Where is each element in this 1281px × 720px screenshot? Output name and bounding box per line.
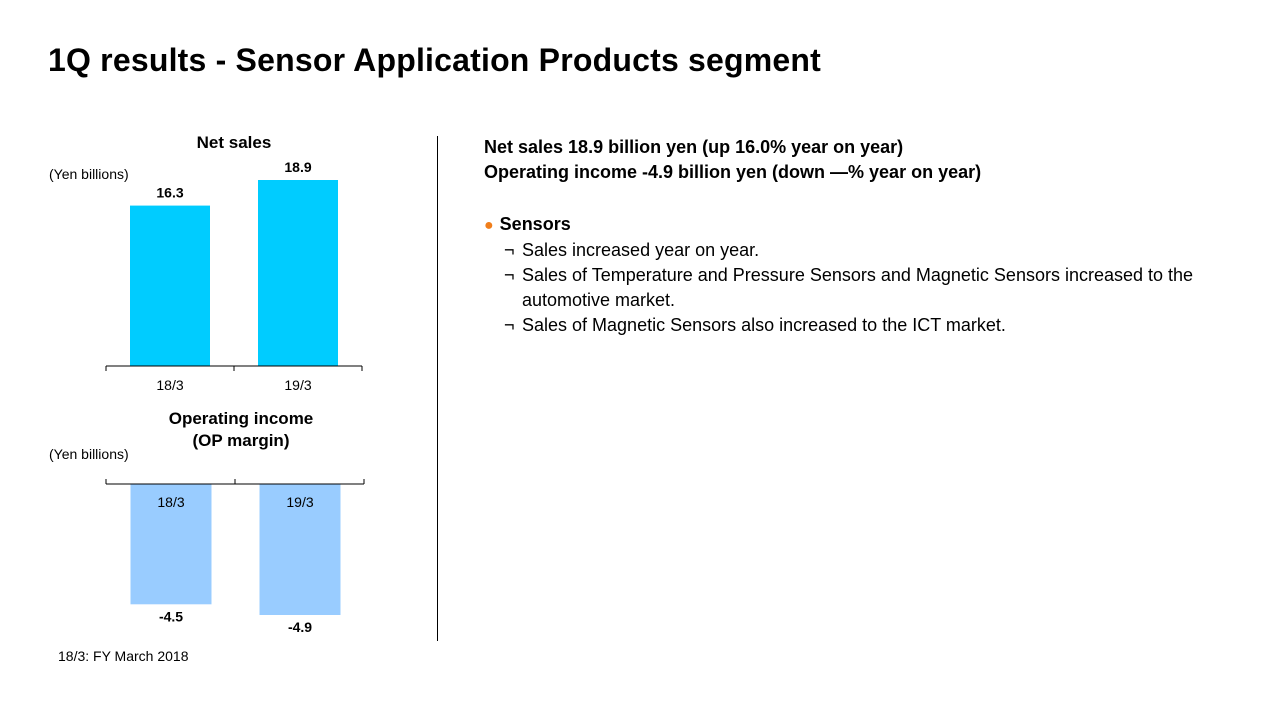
operating-income-value-label: -4.9 (288, 619, 312, 635)
sensors-heading: Sensors (499, 214, 571, 234)
bullet-mark-icon: ¬ (504, 240, 515, 260)
net-sales-summary: Net sales 18.9 billion yen (up 16.0% yea… (484, 137, 904, 157)
net-sales-value-label: 18.9 (284, 159, 311, 175)
summary-block: Net sales 18.9 billion yen (up 16.0% yea… (484, 135, 981, 185)
net-sales-bar (258, 180, 338, 366)
net-sales-unit-label: (Yen billions) (49, 166, 129, 182)
list-item: ¬ Sales of Temperature and Pressure Senso… (484, 263, 1202, 313)
list-item-text: Sales of Magnetic Sensors also increased… (522, 315, 1006, 335)
net-sales-value-label: 16.3 (156, 185, 183, 201)
net-sales-chart: 16.3 18/3 18.9 19/3 (105, 159, 363, 393)
operating-income-bar (259, 484, 341, 615)
list-item: ¬ Sales increased year on year. (484, 238, 1202, 263)
net-sales-bar (130, 205, 210, 366)
operating-income-summary: Operating income -4.9 billion yen (down … (484, 162, 982, 182)
operating-income-value-label: -4.5 (159, 608, 183, 624)
operating-income-title-line-2: (OP margin) (192, 431, 290, 450)
bullet-mark-icon: ¬ (504, 265, 515, 285)
operating-income-category-label: 19/3 (286, 494, 313, 510)
operating-income-chart-title: Operating income (OP margin) (141, 408, 341, 452)
vertical-divider (437, 136, 438, 641)
list-item-text: Sales increased year on year. (522, 240, 760, 260)
sensors-heading-row: ● Sensors (484, 212, 1202, 238)
list-item: ¬ Sales of Magnetic Sensors also increase… (484, 313, 1202, 338)
net-sales-category-label: 19/3 (284, 377, 311, 393)
operating-income-chart: 18/3 -4.5 19/3 -4.9 (105, 479, 365, 635)
sensors-section: ● Sensors ¬ Sales increased year on year. … (484, 212, 1202, 338)
footnote: 18/3: FY March 2018 (58, 648, 189, 664)
bullet-dot-icon: ● (484, 217, 494, 234)
operating-income-unit-label: (Yen billions) (49, 446, 129, 462)
operating-income-bar (130, 484, 212, 605)
net-sales-category-label: 18/3 (156, 377, 183, 393)
operating-income-category-label: 18/3 (157, 494, 184, 510)
list-item-text: Sales of Temperature and Pressure Sensor… (522, 265, 1194, 310)
bullet-mark-icon: ¬ (504, 315, 515, 335)
page-title: 1Q results - Sensor Application Products… (48, 42, 822, 78)
net-sales-chart-title: Net sales (196, 133, 272, 152)
operating-income-title-line-1: Operating income (168, 409, 314, 428)
